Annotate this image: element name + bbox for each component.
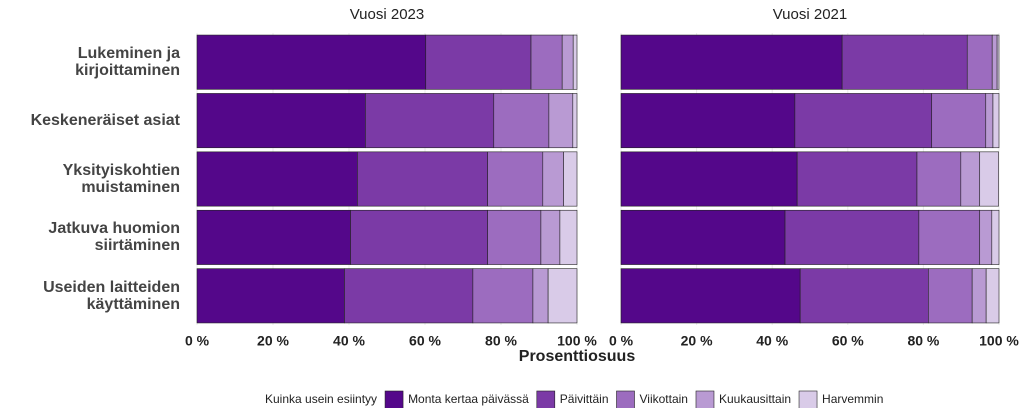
bar-segment: [784, 209, 920, 265]
x-tick-label: 20 %: [681, 333, 713, 349]
legend-label: Monta kertaa päivässä: [408, 392, 529, 406]
bar-segment: [991, 209, 1000, 265]
bar-segment: [196, 209, 351, 265]
legend-label: Harvemmin: [822, 392, 883, 406]
bar-segment: [979, 209, 993, 265]
bar-segment: [532, 268, 549, 324]
category-label: Useiden laitteiden käyttäminen: [43, 278, 180, 313]
x-tick-label: 80 %: [485, 333, 517, 349]
bar-segment: [196, 268, 345, 324]
category-label: Lukeminen ja kirjoittaminen: [75, 45, 180, 80]
bar-segment: [620, 209, 786, 265]
bar-segment: [563, 151, 578, 207]
bar-segment: [530, 34, 563, 90]
legend-swatch: [616, 390, 635, 408]
x-tick-label: 60 %: [832, 333, 864, 349]
bar-segment: [985, 93, 994, 149]
bar-segment: [979, 151, 999, 207]
bar-segment: [620, 268, 801, 324]
bar-segment: [344, 268, 474, 324]
bar-segment: [991, 34, 998, 90]
x-tick-label: 20 %: [257, 333, 289, 349]
bar-segment: [620, 151, 798, 207]
legend-label: Kuukausittain: [719, 392, 791, 406]
legend-title: Kuinka usein esiintyy: [265, 392, 377, 406]
legend-swatch: [384, 390, 404, 408]
bar-segment: [918, 209, 981, 265]
x-tick-label: 100 %: [557, 333, 597, 349]
bar-segment: [425, 34, 532, 90]
bar-segment: [365, 93, 495, 149]
bar-segment: [542, 151, 564, 207]
legend-swatch: [695, 390, 715, 408]
bar-segment: [472, 268, 534, 324]
bar-segment: [960, 151, 981, 207]
x-tick-label: 40 %: [756, 333, 788, 349]
x-tick-label: 0 %: [185, 333, 210, 349]
x-tick-label: 80 %: [907, 333, 939, 349]
bar-segment: [985, 268, 1000, 324]
legend-label: Päivittäin: [560, 392, 609, 406]
legend-swatch: [536, 390, 556, 408]
x-axis-label: Prosenttiosuus: [519, 348, 636, 365]
bar-segment: [561, 34, 574, 90]
bar-segment: [196, 151, 358, 207]
bar-segment: [548, 93, 574, 149]
bar-segment: [796, 151, 918, 207]
legend-label: Viikottain: [640, 392, 688, 406]
x-tick-label: 100 %: [979, 333, 1019, 349]
bar-segment: [996, 34, 1000, 90]
facet-title: Vuosi 2023: [350, 6, 425, 23]
bar-segment: [971, 268, 987, 324]
bar-segment: [620, 93, 796, 149]
facet-title: Vuosi 2021: [773, 6, 848, 23]
bar-segment: [572, 34, 578, 90]
bar-segment: [487, 209, 542, 265]
x-tick-label: 0 %: [609, 333, 634, 349]
bar-segment: [493, 93, 550, 149]
bar-segment: [916, 151, 962, 207]
bar-segment: [487, 151, 544, 207]
bar-segment: [928, 268, 973, 324]
bar-segment: [794, 93, 933, 149]
bar-segment: [196, 93, 366, 149]
bar-segment: [572, 93, 578, 149]
bar-segment: [350, 209, 488, 265]
bar-segment: [992, 93, 1000, 149]
bar-segment: [966, 34, 993, 90]
bar-segment: [620, 34, 843, 90]
bar-segment: [540, 209, 561, 265]
bar-segment: [931, 93, 987, 149]
x-tick-label: 60 %: [409, 333, 441, 349]
bar-segment: [559, 209, 578, 265]
bar-segment: [547, 268, 578, 324]
x-tick-label: 40 %: [333, 333, 365, 349]
category-label: Keskeneräiset asiat: [30, 112, 180, 130]
category-label: Yksityiskohtien muistaminen: [62, 161, 180, 196]
bar-segment: [196, 34, 427, 90]
bar-segment: [799, 268, 929, 324]
legend-swatch: [798, 390, 818, 408]
bar-segment: [357, 151, 488, 207]
bar-segment: [841, 34, 968, 90]
category-label: Jatkuva huomion siirtäminen: [48, 220, 180, 255]
